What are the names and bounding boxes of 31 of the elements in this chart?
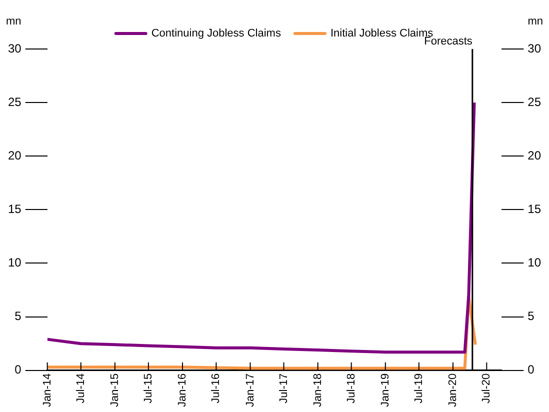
x-tick-label: Jan-14 [41, 373, 54, 408]
x-tick-label: Jul-20 [480, 373, 493, 404]
y-tick-label: 10 [8, 256, 22, 270]
x-tick-label: Jan-19 [379, 373, 392, 408]
x-tick-label: Jan-16 [176, 373, 189, 408]
y-tick-label: 30 [8, 41, 22, 56]
y2-axis-title: mn [528, 16, 543, 28]
x-tick-label: Jan-18 [312, 373, 324, 408]
y2-tick-label: 0 [528, 362, 535, 377]
y2-tick-label: 30 [528, 41, 542, 56]
y2-tick-label: 5 [528, 309, 535, 324]
y-tick-label: 15 [8, 202, 22, 216]
y2-tick-label: 10 [528, 256, 542, 270]
y2-tick-label: 25 [528, 94, 542, 109]
y2-tick-label: 15 [528, 202, 542, 216]
x-tick-label: Jul-19 [412, 373, 425, 404]
y-tick-label: 25 [8, 94, 22, 109]
x-tick-label: Jan-20 [446, 373, 459, 408]
x-tick-label: Jul-15 [142, 373, 154, 404]
x-tick-label: Jul-16 [210, 373, 222, 404]
y2-tick-label: 20 [528, 148, 542, 162]
legend-label: Continuing Jobless Claims [151, 28, 282, 40]
x-tick-label: Jul-17 [278, 373, 290, 404]
y-tick-label: 0 [14, 362, 22, 377]
y-tick-label: 5 [14, 309, 22, 324]
x-tick-label: Jan-15 [108, 373, 121, 408]
x-tick-label: Jul-18 [345, 373, 358, 404]
y-tick-label: 20 [8, 148, 22, 162]
x-tick-label: Jan-17 [244, 373, 256, 408]
y-axis-title: mn [6, 16, 22, 28]
x-tick-label: Jul-14 [74, 373, 87, 404]
